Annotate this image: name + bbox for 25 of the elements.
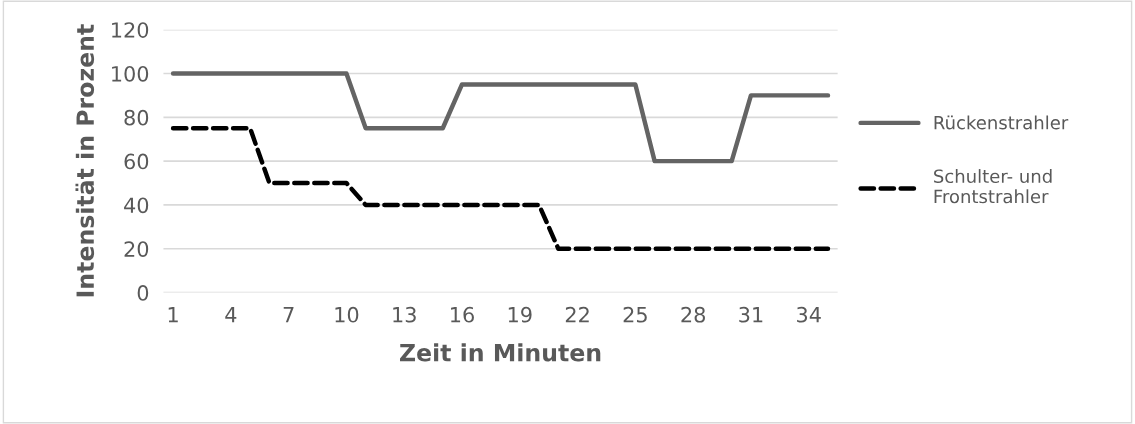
x-axis-title: Zeit in Minuten (400, 343, 601, 362)
x-tick-label: 1 (168, 307, 178, 323)
x-tick-label: 10 (335, 306, 359, 323)
x-tick-label: 13 (393, 306, 416, 323)
x-tick-label: 16 (451, 306, 474, 323)
y-tick-label: 20 (124, 241, 149, 257)
x-tick-label: 28 (681, 306, 705, 323)
y-tick-label: 120 (112, 22, 149, 38)
legend-label: Schulter- und Frontstrahler (934, 169, 1052, 204)
y-axis-title: Intensität in Prozent (75, 24, 95, 297)
x-tick-label: 34 (797, 306, 821, 323)
y-tick-label: 100 (112, 65, 149, 82)
x-tick-label: 4 (225, 307, 237, 323)
y-tick-label: 40 (124, 197, 149, 214)
x-tick-label: 19 (508, 306, 532, 323)
y-tick-label: 0 (137, 285, 149, 301)
line-series (170, 71, 831, 164)
line-series (170, 126, 831, 251)
x-tick-label: 22 (565, 306, 589, 323)
y-tick-label: 80 (124, 109, 149, 126)
x-tick-label: 7 (283, 307, 294, 323)
x-tick-label: 31 (739, 306, 763, 323)
x-tick-label: 25 (623, 306, 647, 323)
y-tick-label: 60 (124, 153, 149, 170)
legend-label: Rückenstrahler (934, 115, 1069, 130)
